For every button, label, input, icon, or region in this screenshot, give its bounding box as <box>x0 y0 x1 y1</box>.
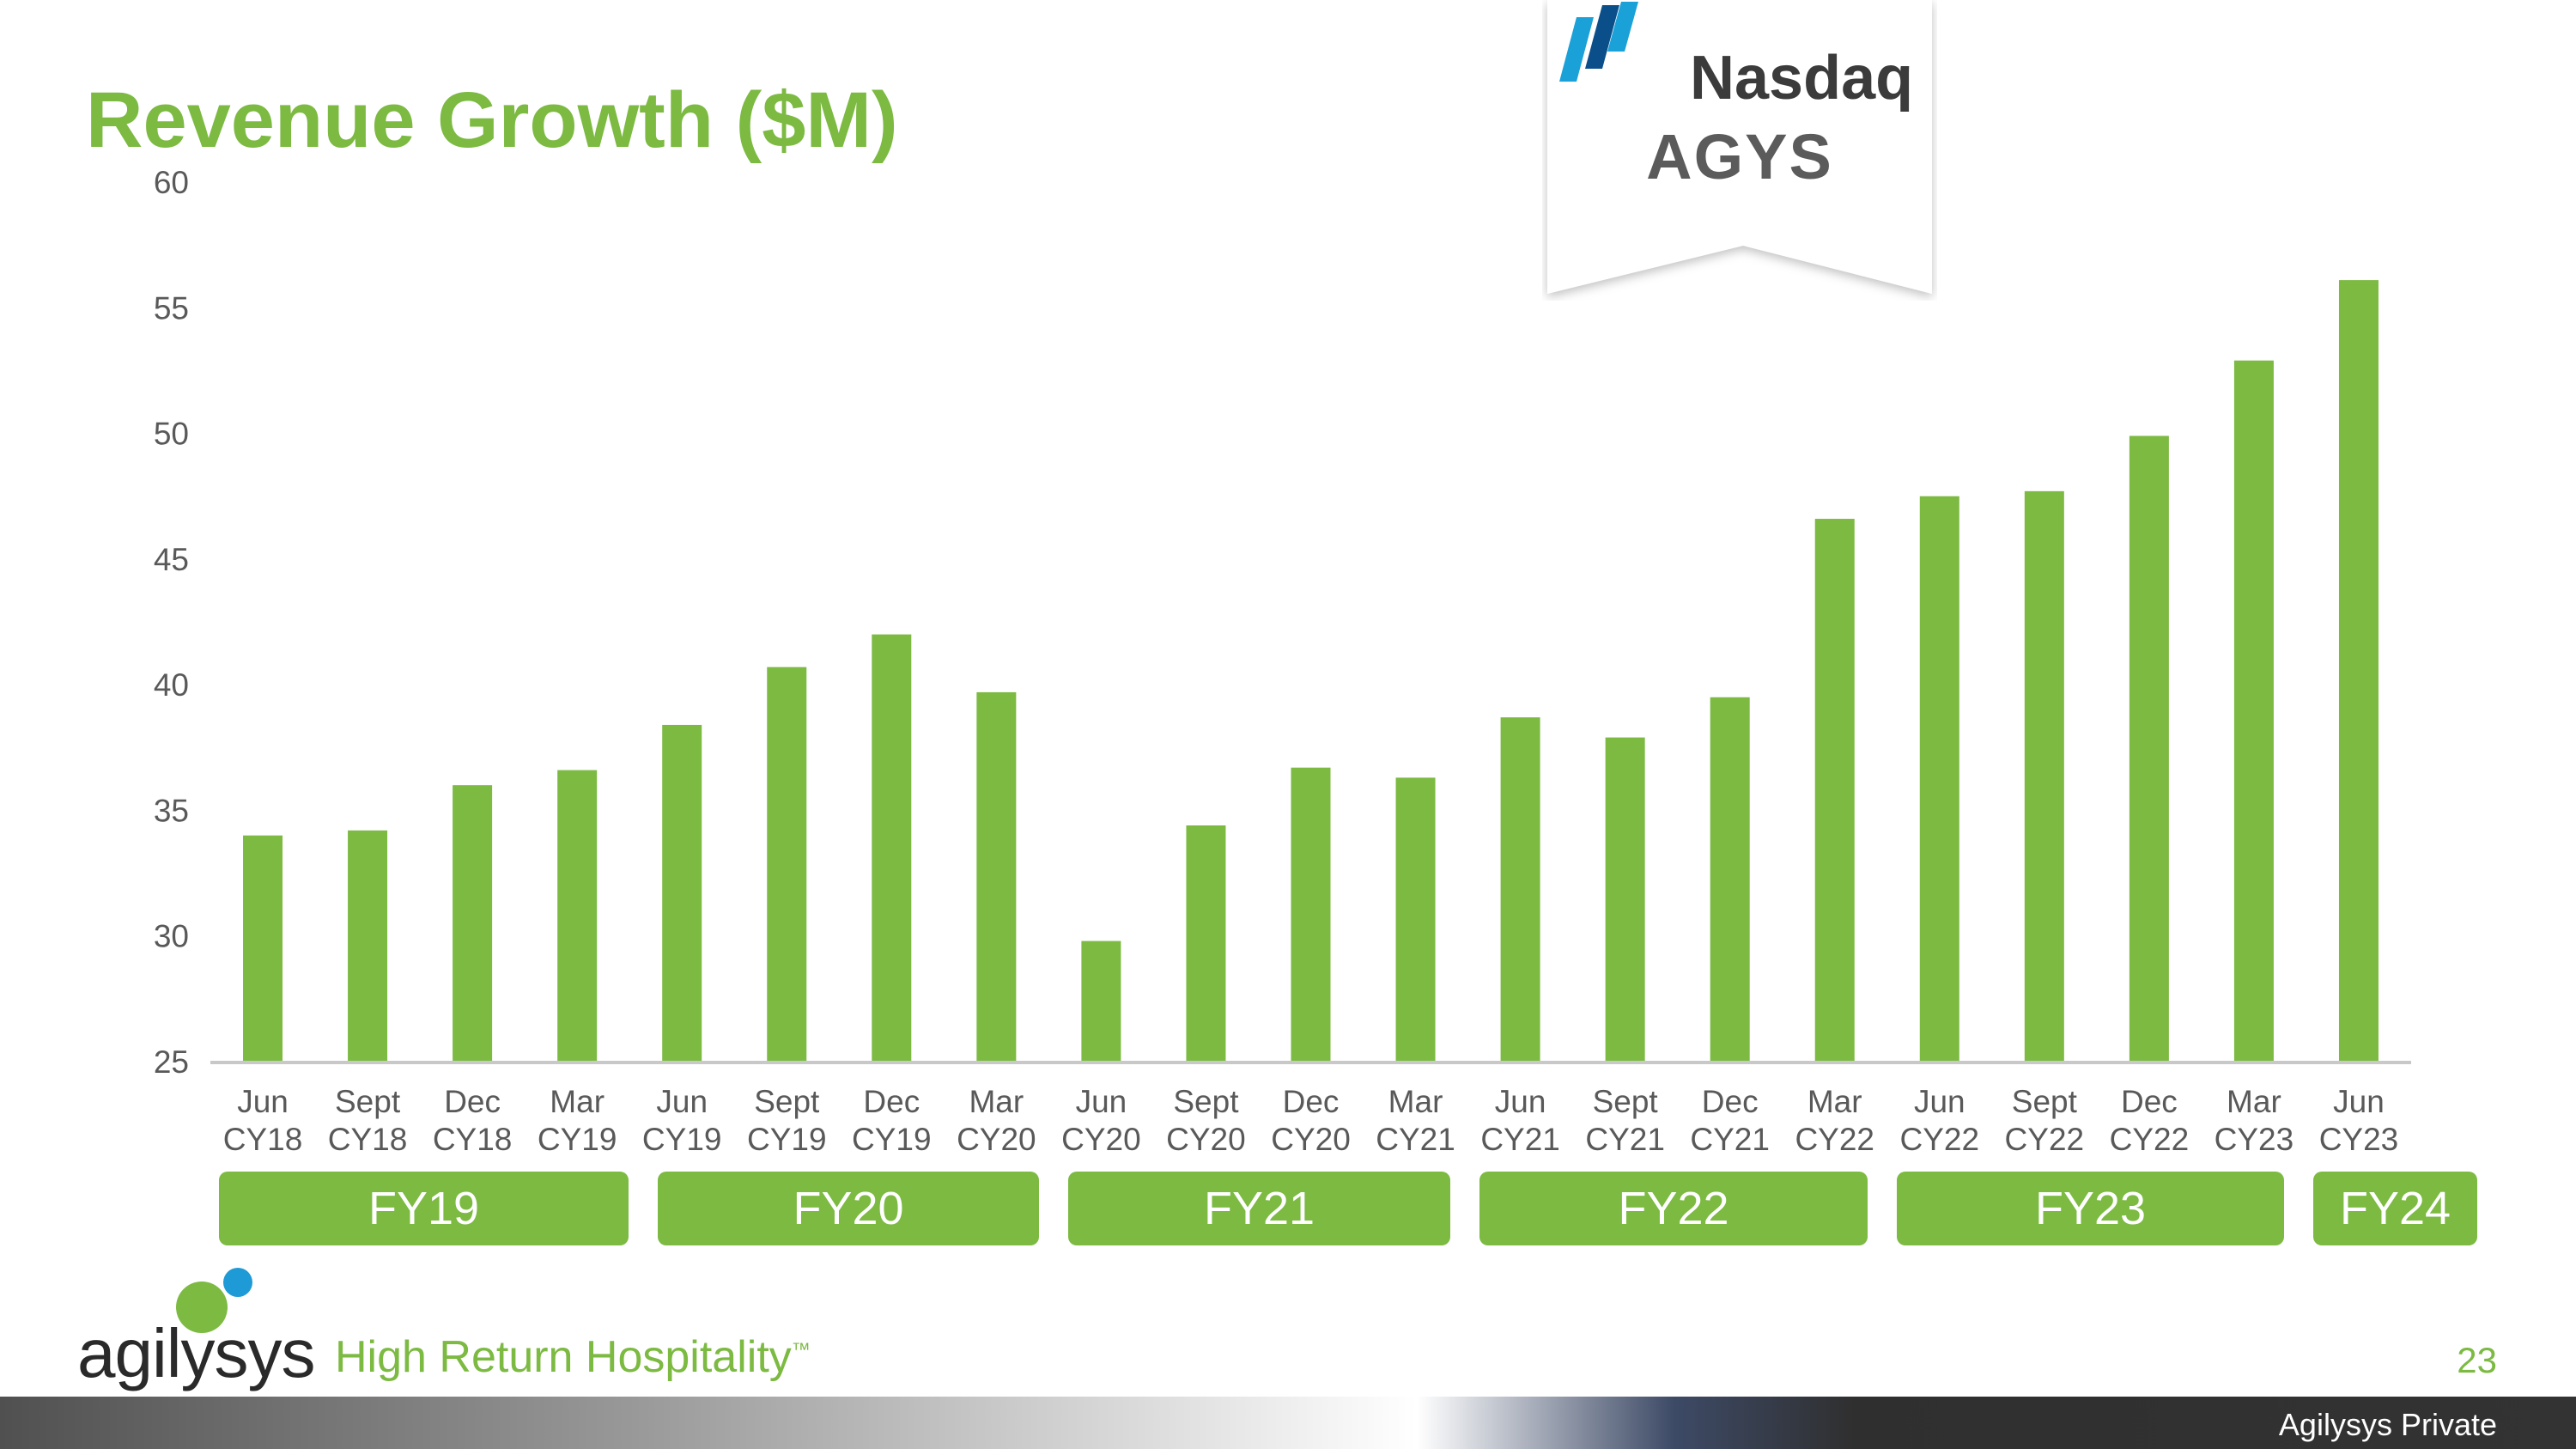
bar <box>1081 941 1121 1062</box>
y-tick-label: 35 <box>154 793 189 828</box>
x-tick-label: CY22 <box>1795 1122 1874 1157</box>
y-tick-label: 30 <box>154 919 189 954</box>
x-tick-label: CY20 <box>1061 1122 1141 1157</box>
bar <box>662 724 702 1062</box>
nasdaq-badge: Nasdaq AGYS <box>1542 0 1937 301</box>
bar <box>1919 496 1959 1062</box>
nasdaq-wordmark: Nasdaq <box>1690 44 1914 113</box>
x-tick-label: CY22 <box>1900 1122 1980 1157</box>
bar <box>1605 737 1645 1062</box>
bar <box>1500 717 1540 1062</box>
x-tick-label: Sept <box>1593 1084 1659 1119</box>
y-tick-label: 45 <box>154 542 189 577</box>
x-tick-label: Dec <box>2121 1084 2178 1119</box>
x-tick-label: Dec <box>863 1084 920 1119</box>
bar <box>872 634 912 1062</box>
x-tick-label: CY21 <box>1376 1122 1455 1157</box>
page-number: 23 <box>2457 1340 2497 1380</box>
x-tick-label: CY20 <box>1271 1122 1351 1157</box>
y-tick-label: 25 <box>154 1044 189 1080</box>
tagline-text: High Return Hospitality <box>335 1332 792 1382</box>
tagline: High Return Hospitality™ <box>335 1331 811 1383</box>
x-tick-label: Mar <box>969 1084 1024 1119</box>
y-tick-label: 40 <box>154 667 189 703</box>
bar <box>2338 280 2379 1062</box>
x-tick-label: CY21 <box>1690 1122 1770 1157</box>
x-tick-label: Sept <box>2012 1084 2078 1119</box>
y-tick-label: 55 <box>154 290 189 326</box>
bar <box>767 667 807 1062</box>
x-tick-label: Sept <box>1173 1084 1239 1119</box>
fiscal-year-label: FY19 <box>219 1172 629 1245</box>
y-tick-label: 50 <box>154 417 189 452</box>
bar <box>1814 519 1855 1062</box>
bar <box>1291 767 1331 1062</box>
logo-blue-dot-icon <box>223 1268 252 1297</box>
x-tick-label: CY20 <box>957 1122 1036 1157</box>
logo-green-dot-icon <box>176 1282 228 1333</box>
x-tick-label: Jun <box>1076 1084 1127 1119</box>
x-tick-label: Mar <box>2227 1084 2281 1119</box>
bar <box>2024 490 2064 1062</box>
x-tick-label: Mar <box>1388 1084 1443 1119</box>
x-tick-label: Dec <box>1283 1084 1340 1119</box>
x-tick-label: Dec <box>444 1084 501 1119</box>
bar <box>976 691 1017 1062</box>
x-tick-label: Jun <box>1495 1084 1546 1119</box>
x-tick-label: CY21 <box>1585 1122 1665 1157</box>
x-tick-label: CY21 <box>1480 1122 1560 1157</box>
page-title: Revenue Growth ($M) <box>86 76 898 164</box>
agilysys-logo: agilysys <box>77 1263 318 1400</box>
x-tick-label: Jun <box>1914 1084 1965 1119</box>
x-tick-label: CY18 <box>223 1122 303 1157</box>
badge-ribbon <box>1547 0 1932 294</box>
x-tick-label: CY23 <box>2319 1122 2399 1157</box>
x-tick-label: CY19 <box>852 1122 932 1157</box>
ticker-symbol: AGYS <box>1646 121 1833 192</box>
bar <box>557 770 598 1062</box>
x-tick-label: Sept <box>754 1084 820 1119</box>
fiscal-year-label: FY23 <box>1897 1172 2284 1245</box>
bar <box>243 835 283 1062</box>
x-tick-label: CY22 <box>2110 1122 2190 1157</box>
x-tick-label: CY22 <box>2005 1122 2085 1157</box>
bar <box>1710 697 1750 1062</box>
x-tick-label: Jun <box>656 1084 708 1119</box>
y-tick-label: 60 <box>154 165 189 200</box>
x-tick-label: Mar <box>1807 1084 1862 1119</box>
x-tick-label: CY23 <box>2215 1122 2294 1157</box>
trademark-mark: ™ <box>791 1338 811 1361</box>
fiscal-year-label: FY22 <box>1479 1172 1868 1245</box>
fiscal-year-label: FY24 <box>2313 1172 2477 1245</box>
bar <box>348 830 388 1062</box>
fiscal-year-label: FY21 <box>1068 1172 1450 1245</box>
footer-label: Agilysys Private <box>2278 1407 2497 1442</box>
bar <box>2129 435 2169 1062</box>
x-tick-label: Sept <box>335 1084 401 1119</box>
x-tick-label: Dec <box>1702 1084 1759 1119</box>
fiscal-year-label: FY20 <box>658 1172 1039 1245</box>
bar <box>1186 825 1226 1062</box>
x-tick-label: CY19 <box>538 1122 617 1157</box>
x-tick-label: CY19 <box>747 1122 827 1157</box>
bar <box>2233 360 2274 1062</box>
bar <box>1395 777 1436 1062</box>
x-tick-label: Jun <box>237 1084 289 1119</box>
x-tick-label: CY19 <box>642 1122 722 1157</box>
x-tick-label: CY18 <box>328 1122 408 1157</box>
logo-wordmark: agilysys <box>77 1315 316 1391</box>
x-tick-label: Mar <box>550 1084 605 1119</box>
footer-bar <box>0 1397 2576 1449</box>
bar <box>453 785 493 1062</box>
nasdaq-logo-icon <box>1559 2 1638 82</box>
x-tick-label: CY20 <box>1166 1122 1246 1157</box>
x-tick-label: CY18 <box>433 1122 513 1157</box>
x-tick-label: Jun <box>2333 1084 2385 1119</box>
